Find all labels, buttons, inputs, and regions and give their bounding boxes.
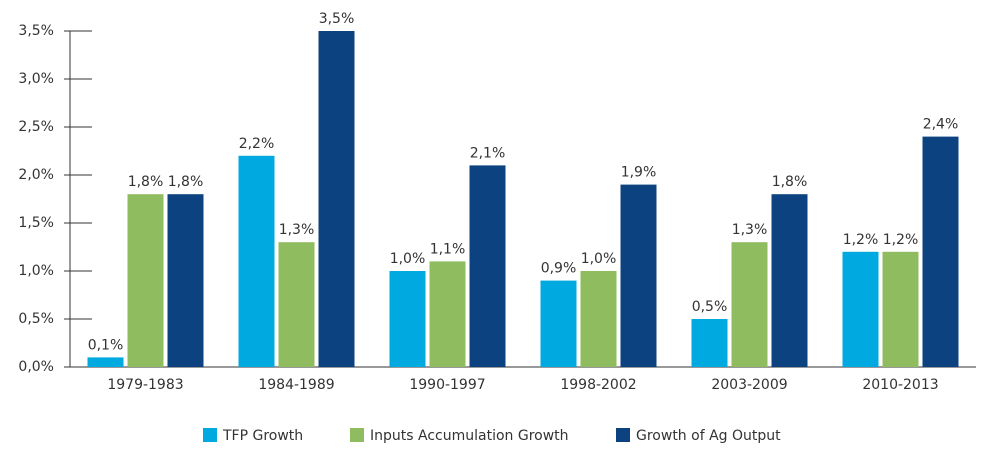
y-tick-label: 0,0% — [18, 359, 54, 375]
bar — [469, 165, 506, 367]
y-tick-label: 1,5% — [18, 215, 54, 231]
bar — [882, 251, 919, 367]
x-tick-label: 1984-1989 — [258, 377, 334, 393]
legend-swatch — [203, 428, 217, 442]
value-label: 1,0% — [581, 251, 617, 267]
value-label: 0,9% — [541, 261, 577, 277]
bar — [238, 155, 275, 367]
value-label: 1,8% — [772, 174, 808, 190]
value-label: 1,8% — [168, 174, 204, 190]
value-label: 1,2% — [883, 232, 919, 248]
value-label: 0,1% — [88, 337, 124, 353]
bar — [87, 357, 124, 367]
value-label: 3,5% — [319, 11, 355, 27]
bar — [127, 194, 164, 367]
value-label: 1,3% — [732, 222, 768, 238]
y-tick-label: 2,0% — [18, 167, 54, 183]
value-label: 1,9% — [621, 165, 657, 181]
bar — [691, 319, 728, 367]
x-tick-label: 1979-1983 — [107, 377, 183, 393]
value-label: 1,2% — [843, 232, 879, 248]
legend-label: Growth of Ag Output — [636, 428, 781, 444]
bar — [167, 194, 204, 367]
x-tick-label: 1998-2002 — [560, 377, 636, 393]
value-label: 1,8% — [128, 174, 164, 190]
bar — [540, 280, 577, 367]
x-tick-label: 1990-1997 — [409, 377, 485, 393]
bar — [580, 271, 617, 367]
value-label: 0,5% — [692, 299, 728, 315]
bar — [731, 242, 768, 367]
bar — [771, 194, 808, 367]
y-tick-label: 1,0% — [18, 263, 54, 279]
legend-label: TFP Growth — [222, 428, 303, 444]
y-tick-label: 2,5% — [18, 119, 54, 135]
legend-swatch — [616, 428, 630, 442]
bar — [842, 251, 879, 367]
x-tick-label: 2010-2013 — [862, 377, 938, 393]
bar — [922, 136, 959, 367]
bar — [429, 261, 466, 367]
legend-swatch — [350, 428, 364, 442]
legend-label: Inputs Accumulation Growth — [370, 428, 569, 444]
value-label: 1,0% — [390, 251, 426, 267]
value-label: 2,1% — [470, 145, 506, 161]
bar — [620, 184, 657, 367]
y-tick-label: 3,0% — [18, 71, 54, 87]
x-tick-label: 2003-2009 — [711, 377, 787, 393]
value-label: 1,3% — [279, 222, 315, 238]
bar — [318, 31, 355, 367]
value-label: 1,1% — [430, 241, 466, 257]
bar — [278, 242, 315, 367]
value-label: 2,4% — [923, 117, 959, 133]
value-label: 2,2% — [239, 136, 275, 152]
y-tick-label: 0,5% — [18, 311, 54, 327]
bar — [389, 271, 426, 367]
y-tick-label: 3,5% — [18, 23, 54, 39]
